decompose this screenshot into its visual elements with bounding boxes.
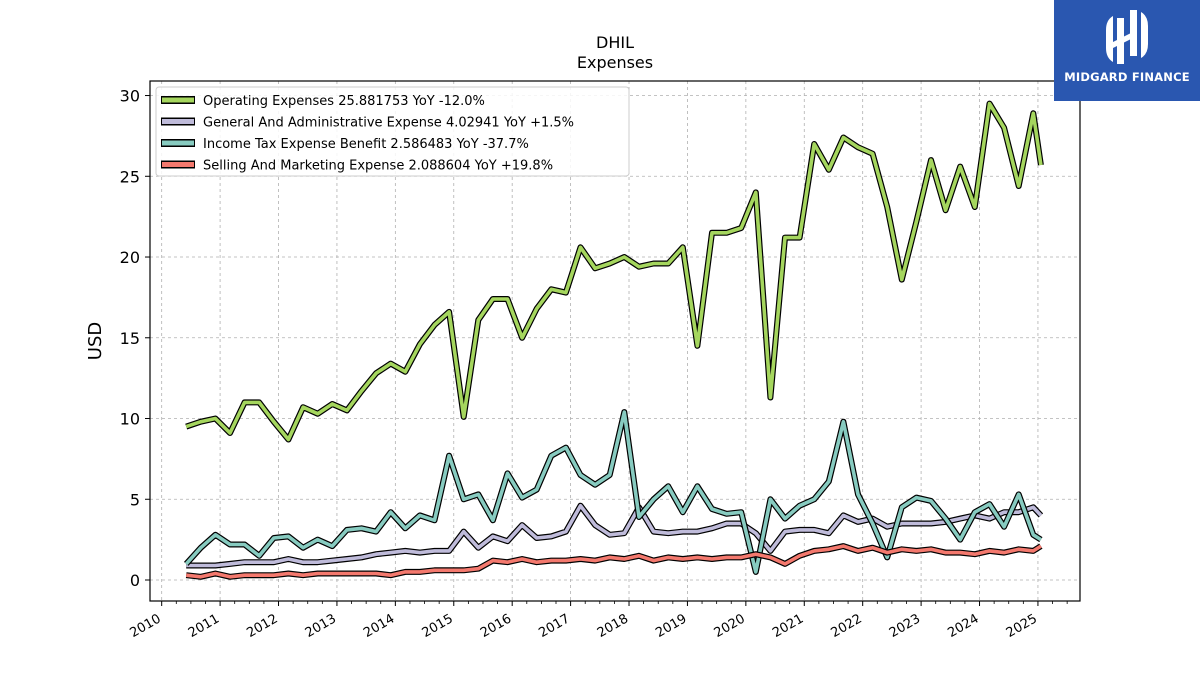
series-layer <box>183 100 1044 580</box>
x-tick-label: 2021 <box>770 611 806 641</box>
y-tick-label: 30 <box>120 87 140 106</box>
y-tick-label: 20 <box>120 248 140 267</box>
x-tick-label: 2012 <box>244 611 280 641</box>
legend-item: Selling And Marketing Expense 2.088604 Y… <box>161 159 553 174</box>
legend-box <box>155 86 630 177</box>
legend-label: General And Administrative Expense 4.029… <box>203 116 574 131</box>
legend-label: Income Tax Expense Benefit 2.586483 YoY … <box>203 137 529 152</box>
legend-label: Selling And Marketing Expense 2.088604 Y… <box>203 159 553 174</box>
series-line <box>186 503 1043 568</box>
logo-mark-icon <box>1106 10 1148 64</box>
x-tick-label: 2010 <box>128 611 164 641</box>
logo-text: MIDGARD FINANCE <box>1064 70 1190 84</box>
x-tick-label: 2019 <box>653 611 689 641</box>
x-tick-label: 2022 <box>829 611 865 641</box>
series-3 <box>183 409 1043 575</box>
y-tick-label: 25 <box>120 167 140 186</box>
x-tick-label: 2015 <box>420 611 456 641</box>
x-tick-label: 2016 <box>478 611 514 641</box>
x-tick-label: 2014 <box>361 611 397 641</box>
series-line <box>185 101 1043 442</box>
y-axis-label: USD <box>85 322 106 360</box>
series-2 <box>186 502 1044 569</box>
x-tick-label: 2011 <box>186 611 222 641</box>
x-tick-label: 2018 <box>595 611 631 641</box>
x-tick-label: 2017 <box>536 611 572 641</box>
x-tick-label: 2020 <box>712 611 748 641</box>
x-tick-label: 2013 <box>303 611 339 641</box>
chart-subtitle: Expenses <box>577 53 653 72</box>
x-tick-label: 2025 <box>1004 611 1040 641</box>
y-tick-label: 5 <box>130 490 140 509</box>
x-tick-label: 2024 <box>945 611 981 641</box>
x-tick-label: 2023 <box>887 611 923 641</box>
brand-logo: MIDGARD FINANCE <box>1054 0 1200 101</box>
legend-label: Operating Expenses 25.881753 YoY -12.0% <box>203 94 485 109</box>
legend-item: Operating Expenses 25.881753 YoY -12.0% <box>161 94 485 109</box>
y-tick-label: 0 <box>130 571 140 590</box>
y-tick-label: 10 <box>120 410 140 429</box>
series-line <box>184 410 1042 574</box>
y-tick-label: 15 <box>120 329 140 348</box>
series-line <box>186 544 1042 579</box>
legend-item: General And Administrative Expense 4.029… <box>161 116 574 131</box>
chart-title: DHIL <box>596 33 634 52</box>
plot-frame <box>149 80 1081 602</box>
legend-item: Income Tax Expense Benefit 2.586483 YoY … <box>161 137 529 152</box>
series-4 <box>185 543 1043 580</box>
series-1 <box>185 100 1044 443</box>
legend: Operating Expenses 25.881753 YoY -12.0% G… <box>155 86 630 177</box>
